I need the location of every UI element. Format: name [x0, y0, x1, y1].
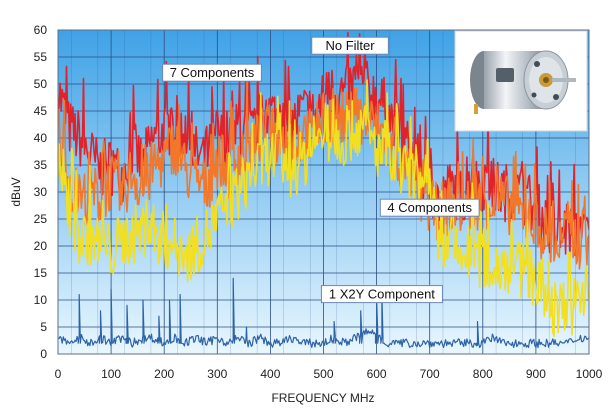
- svg-text:1 X2Y Component: 1 X2Y Component: [329, 287, 435, 302]
- x-tick-label: 300: [207, 367, 227, 381]
- y-tick-label: 10: [34, 293, 48, 307]
- series-label-4-components: 4 Components: [379, 198, 480, 217]
- y-tick-label: 40: [34, 131, 48, 145]
- y-tick-label: 30: [34, 185, 48, 199]
- x-tick-label: 500: [313, 367, 333, 381]
- y-tick-label: 0: [40, 347, 47, 361]
- x-tick-label: 1000: [576, 367, 603, 381]
- y-tick-label: 55: [34, 50, 48, 64]
- x-tick-label: 700: [420, 367, 440, 381]
- svg-text:No Filter: No Filter: [325, 38, 375, 53]
- y-tick-label: 45: [34, 104, 48, 118]
- y-tick-label: 25: [34, 212, 48, 226]
- x-tick-label: 900: [526, 367, 546, 381]
- series-line-4-components: [58, 79, 589, 337]
- dc-motor-photo: [454, 30, 588, 132]
- series-label-1-x2y-component: 1 X2Y Component: [320, 285, 443, 304]
- y-tick-label: 5: [40, 320, 47, 334]
- svg-text:7 Components: 7 Components: [170, 65, 255, 80]
- series-line-1-x2y-component: [58, 277, 589, 349]
- y-tick-label: 35: [34, 158, 48, 172]
- series-line-7-components: [58, 79, 589, 270]
- x-axis-ticks: 0 100 200 300 400 500 600 700 800 900 1000: [55, 367, 603, 381]
- x-tick-label: 800: [473, 367, 493, 381]
- svg-text:4 Components: 4 Components: [387, 200, 472, 215]
- x-tick-label: 100: [101, 367, 121, 381]
- x-tick-label: 0: [55, 367, 62, 381]
- y-axis-title: dBuV: [9, 177, 23, 206]
- series-label-no-filter: No Filter: [311, 36, 389, 55]
- plot-frame: [57, 29, 590, 355]
- y-tick-label: 15: [34, 266, 48, 280]
- y-tick-label: 50: [34, 77, 48, 91]
- series-label-7-components: 7 Components: [162, 63, 262, 82]
- y-axis-ticks: 0 5 10 15 20 25 30 35 40 45 50 55 60: [34, 23, 48, 361]
- x-tick-label: 200: [154, 367, 174, 381]
- x-tick-label: 600: [367, 367, 387, 381]
- y-tick-label: 60: [34, 23, 48, 37]
- y-tick-label: 20: [34, 239, 48, 253]
- x-axis-title: FREQUENCY MHz: [271, 391, 374, 405]
- x-tick-label: 400: [260, 367, 280, 381]
